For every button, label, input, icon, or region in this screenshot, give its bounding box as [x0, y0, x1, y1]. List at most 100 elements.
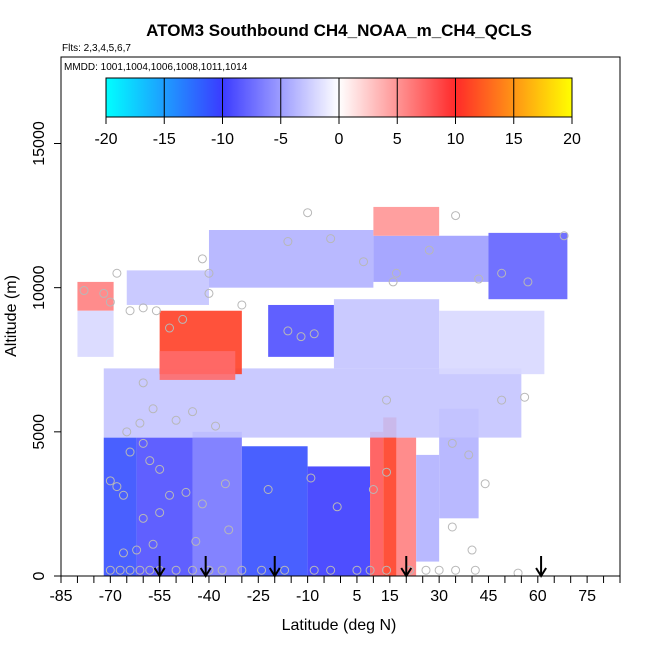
sample-point-10	[197, 254, 207, 264]
sample-point-80	[421, 565, 431, 575]
sample-point-75	[326, 565, 336, 575]
y-axis: 0 5000 10000 15000	[31, 121, 61, 580]
sample-point-68	[188, 565, 198, 575]
chart-subtitle: Flts: 2,3,4,5,6,7	[62, 43, 131, 54]
x-tick-label-11: 75	[578, 588, 596, 605]
heatmap-cell-6	[307, 466, 371, 576]
sample-point-67	[171, 565, 181, 575]
sample-point-58	[155, 508, 165, 518]
sample-point-2	[105, 297, 115, 307]
sample-point-11	[283, 237, 293, 247]
heatmap-cell-1	[77, 310, 114, 357]
x-tick-label-7: 15	[381, 588, 399, 605]
x-tick-label-1: -70	[99, 588, 122, 605]
sample-point-54	[480, 479, 490, 489]
colorbar-tick-label-2: -10	[211, 131, 234, 148]
sample-point-34	[122, 427, 132, 437]
sample-point-17	[451, 211, 461, 221]
colorbar-tick-label-8: 20	[563, 131, 581, 148]
sample-point-26	[309, 329, 319, 339]
colorbar-tick-label-6: 10	[447, 131, 465, 148]
heatmap-cell-9	[396, 437, 417, 576]
sample-point-78	[382, 565, 392, 575]
x-tick-label-5: -10	[296, 588, 319, 605]
heatmap-cell-2	[103, 437, 137, 576]
sample-point-8	[178, 314, 188, 324]
sample-point-41	[118, 490, 128, 500]
sample-point-45	[220, 479, 230, 489]
sample-point-77	[365, 565, 375, 575]
sample-point-35	[138, 438, 148, 448]
sample-point-18	[474, 274, 484, 284]
sample-point-55	[497, 395, 507, 405]
chart-title: ATOM3 Southbound CH4_NOAA_m_CH4_QCLS	[146, 21, 532, 40]
sample-point-87	[148, 539, 158, 549]
sample-point-5	[138, 303, 148, 313]
sample-point-57	[138, 513, 148, 523]
sample-point-83	[470, 565, 480, 575]
heatmap-cell-20	[373, 235, 489, 282]
y-tick-label-2: 10000	[31, 265, 48, 310]
sample-point-65	[145, 565, 155, 575]
sample-point-16	[424, 245, 434, 255]
sample-point-37	[145, 456, 155, 466]
sample-point-27	[388, 277, 398, 287]
sample-point-89	[224, 525, 234, 535]
x-tick-label-3: -40	[197, 588, 220, 605]
sample-point-63	[125, 565, 135, 575]
x-tick-label-2: -55	[148, 588, 171, 605]
heatmap-cell-3	[136, 437, 193, 576]
sample-point-62	[115, 565, 125, 575]
heatmap-cell-21	[488, 232, 568, 300]
sample-point-70	[217, 565, 227, 575]
sample-point-81	[434, 565, 444, 575]
sample-point-14	[359, 257, 369, 267]
heatmap-cell-18	[126, 270, 209, 305]
x-tick-label-6: 5	[352, 588, 361, 605]
heatmap-cell-8	[383, 417, 397, 576]
x-tick-label-9: 45	[480, 588, 498, 605]
sample-point-64	[135, 565, 145, 575]
sample-point-48	[332, 502, 342, 512]
sample-point-31	[188, 407, 198, 417]
sample-point-38	[155, 464, 165, 474]
x-axis-label: Latitude (deg N)	[282, 617, 397, 634]
sample-point-33	[135, 418, 145, 428]
sample-point-71	[237, 565, 247, 575]
sample-point-20	[523, 277, 533, 287]
sample-point-29	[148, 404, 158, 414]
sample-point-24	[283, 326, 293, 336]
sample-point-72	[257, 565, 267, 575]
colorbar-tick-label-4: 0	[335, 131, 344, 148]
x-tick-label-10: 60	[529, 588, 547, 605]
sample-point-43	[181, 487, 191, 497]
sample-point-61	[105, 565, 115, 575]
sample-point-1	[99, 288, 109, 298]
sample-point-28	[138, 378, 148, 388]
sample-point-9	[204, 268, 214, 278]
colorbar-tick-label-5: 5	[393, 131, 402, 148]
x-axis: -85 -70 -55 -40 -25 -10 5 15 30 45 60 75	[49, 576, 621, 605]
sample-point-4	[125, 306, 135, 316]
heatmap-cell-4	[192, 431, 242, 576]
heatmap-cell-10	[416, 454, 440, 562]
sample-point-59	[447, 522, 457, 532]
sample-point-22	[204, 288, 214, 298]
sample-point-25	[296, 332, 306, 342]
sample-point-60	[467, 545, 477, 555]
y-tick-label-0: 0	[31, 571, 48, 580]
sample-point-15	[391, 268, 401, 278]
sample-point-6	[151, 306, 161, 316]
heatmap-cell-14	[159, 351, 236, 380]
sample-point-84	[513, 568, 523, 576]
sample-point-47	[306, 473, 316, 483]
sample-point-40	[112, 482, 122, 492]
sample-point-21	[559, 231, 569, 241]
flight-arrow-4	[535, 556, 547, 578]
heatmap-cells	[77, 206, 568, 576]
colorbar-ticks: -20 -15 -10 -5 0 5 10 15 20	[94, 78, 581, 148]
heatmap-cell-5	[241, 446, 308, 576]
colorbar-tick-label-0: -20	[94, 131, 117, 148]
sample-point-74	[309, 565, 319, 575]
sample-point-32	[211, 421, 221, 431]
